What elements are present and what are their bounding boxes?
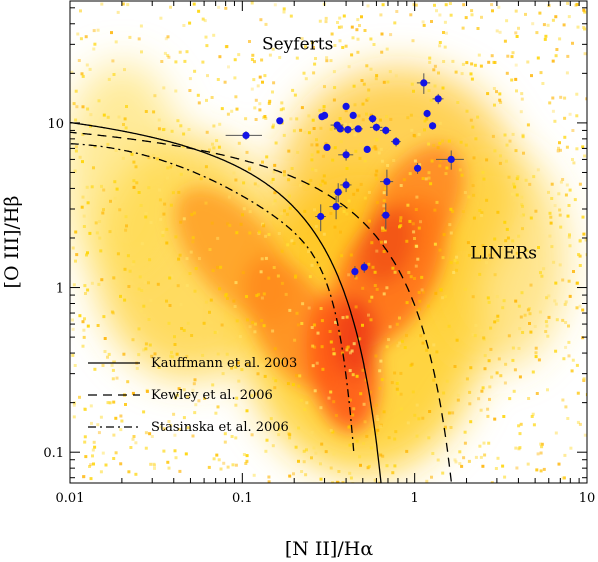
curve-dashed xyxy=(70,131,453,483)
data-point xyxy=(315,204,326,232)
point-marker xyxy=(317,212,325,221)
data-point xyxy=(429,122,437,130)
point-marker xyxy=(354,125,362,133)
data-point xyxy=(432,93,444,105)
density-map xyxy=(70,1,587,483)
point-marker xyxy=(276,117,284,125)
x-tick-label: 0.1 xyxy=(232,491,253,506)
data-point xyxy=(436,150,464,170)
data-point xyxy=(368,114,377,123)
data-point xyxy=(276,117,284,125)
data-point xyxy=(360,261,368,273)
y-tick-label: 1 xyxy=(56,282,64,297)
data-point xyxy=(340,178,352,193)
point-marker xyxy=(336,125,344,133)
legend-entry: Stasinska et al. 2006 xyxy=(88,420,289,435)
region-label: Seyferts xyxy=(262,34,333,54)
point-marker xyxy=(383,178,391,186)
data-point xyxy=(369,123,383,132)
point-marker xyxy=(342,181,350,189)
point-marker xyxy=(382,211,390,219)
point-marker xyxy=(242,131,250,139)
demarcation-curves xyxy=(70,121,453,483)
point-marker xyxy=(342,102,350,110)
data-point xyxy=(349,111,357,119)
data-point xyxy=(342,102,350,110)
point-marker xyxy=(321,111,329,119)
point-marker xyxy=(342,151,350,159)
point-marker xyxy=(434,95,442,103)
y-axis: 0.1 1 10 xyxy=(43,7,587,479)
point-marker xyxy=(332,203,340,211)
data-point xyxy=(225,131,262,140)
data-point xyxy=(381,203,391,230)
point-marker xyxy=(349,111,357,119)
y-axis-label: [O III]/Hβ xyxy=(1,196,23,289)
point-marker xyxy=(429,122,437,130)
x-axis: 0.01 0.1 1 10 xyxy=(56,1,596,506)
legend-entry: Kewley et al. 2006 xyxy=(88,388,273,403)
point-marker xyxy=(372,123,380,131)
data-point xyxy=(353,125,363,133)
plot-frame xyxy=(69,0,588,484)
x-tick-label: 0.01 xyxy=(56,491,85,506)
point-marker xyxy=(414,164,422,172)
point-marker xyxy=(369,115,377,123)
data-point xyxy=(423,109,431,118)
point-marker xyxy=(360,263,368,271)
data-point xyxy=(413,163,422,174)
point-marker xyxy=(323,143,331,151)
legend: Kauffmann et al. 2003 Kewley et al. 2006 S… xyxy=(88,356,297,435)
data-point xyxy=(342,125,354,134)
data-point xyxy=(321,111,329,119)
curve-dash-dot xyxy=(70,143,355,455)
legend-label: Kauffmann et al. 2003 xyxy=(151,356,297,371)
point-marker xyxy=(363,145,371,153)
point-marker xyxy=(334,188,342,196)
data-point xyxy=(416,73,431,94)
legend-entry: Kauffmann et al. 2003 xyxy=(88,356,297,371)
region-label: LINERs xyxy=(470,244,537,264)
x-tick-label: 10 xyxy=(579,491,596,506)
legend-label: Stasinska et al. 2006 xyxy=(151,420,289,435)
data-point xyxy=(380,126,392,135)
data-point xyxy=(333,183,343,203)
point-marker xyxy=(447,155,455,163)
data-points xyxy=(225,73,464,278)
curve-solid xyxy=(70,121,382,483)
data-point xyxy=(391,137,401,147)
plot-area: Seyferts LINERs Kauffmann et al. 2003 Kewl… xyxy=(43,0,596,506)
data-point xyxy=(338,149,354,161)
x-tick-label: 1 xyxy=(411,491,419,506)
point-marker xyxy=(392,138,400,146)
data-point xyxy=(380,169,394,196)
data-point xyxy=(351,266,359,278)
y-tick-label: 0.1 xyxy=(43,446,64,461)
legend-label: Kewley et al. 2006 xyxy=(151,388,273,403)
point-marker xyxy=(351,268,359,276)
point-marker xyxy=(382,126,390,134)
point-marker xyxy=(344,126,352,134)
data-point xyxy=(363,145,371,153)
data-point xyxy=(323,143,331,151)
density-core xyxy=(174,145,464,432)
x-axis-label: [N II]/Hα xyxy=(285,538,373,560)
density-pixels xyxy=(70,1,587,483)
point-marker xyxy=(420,79,428,87)
region-labels: Seyferts LINERs xyxy=(262,34,537,263)
point-marker xyxy=(423,109,431,118)
data-point xyxy=(329,195,343,220)
y-tick-label: 10 xyxy=(47,117,64,132)
data-point xyxy=(333,125,347,133)
